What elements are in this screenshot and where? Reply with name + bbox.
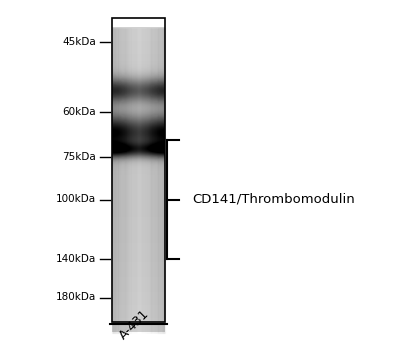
Bar (154, 28, 156, 332)
Bar (135, 28, 136, 332)
Bar (125, 28, 126, 332)
Bar (119, 28, 120, 332)
Text: 100kDa: 100kDa (56, 195, 96, 204)
Bar (156, 28, 157, 332)
Text: CD141/Thrombomodulin: CD141/Thrombomodulin (192, 193, 354, 206)
Bar (143, 28, 144, 332)
Bar (152, 28, 153, 332)
Bar (150, 28, 151, 332)
Bar (160, 28, 161, 332)
Text: A-431: A-431 (116, 307, 151, 342)
Bar (140, 28, 141, 332)
Bar (121, 28, 122, 332)
Bar (146, 28, 147, 332)
Bar (144, 28, 145, 332)
Bar (137, 28, 138, 332)
Bar (133, 28, 134, 332)
Bar (159, 28, 160, 332)
Bar (148, 28, 149, 332)
Bar (116, 28, 117, 332)
Bar (122, 28, 124, 332)
Text: 140kDa: 140kDa (56, 254, 96, 264)
Bar (147, 28, 148, 332)
Bar (157, 28, 158, 332)
Bar (131, 28, 132, 332)
Bar (120, 28, 121, 332)
Bar (115, 28, 116, 332)
Bar (134, 28, 135, 332)
Bar (117, 28, 118, 332)
Bar (126, 28, 127, 332)
Bar (153, 28, 154, 332)
Bar (145, 28, 146, 332)
Bar (151, 28, 152, 332)
Text: 75kDa: 75kDa (63, 153, 96, 162)
Bar (118, 28, 119, 332)
Bar (162, 28, 163, 332)
Bar (149, 28, 150, 332)
Bar (113, 28, 114, 332)
Bar (163, 28, 164, 332)
Bar (124, 28, 125, 332)
Bar (136, 28, 137, 332)
Bar (112, 18, 164, 322)
Bar (114, 28, 115, 332)
Bar (158, 28, 159, 332)
Text: 60kDa: 60kDa (63, 107, 96, 117)
Bar (132, 28, 133, 332)
Bar (128, 28, 129, 332)
Bar (161, 28, 162, 332)
Text: 45kDa: 45kDa (63, 37, 96, 47)
Bar (127, 28, 128, 332)
Bar (139, 28, 140, 332)
Bar (142, 28, 143, 332)
Text: 180kDa: 180kDa (56, 293, 96, 302)
Bar (112, 28, 113, 332)
Bar (130, 28, 131, 332)
Bar (141, 28, 142, 332)
Bar (129, 28, 130, 332)
Bar (138, 28, 139, 332)
